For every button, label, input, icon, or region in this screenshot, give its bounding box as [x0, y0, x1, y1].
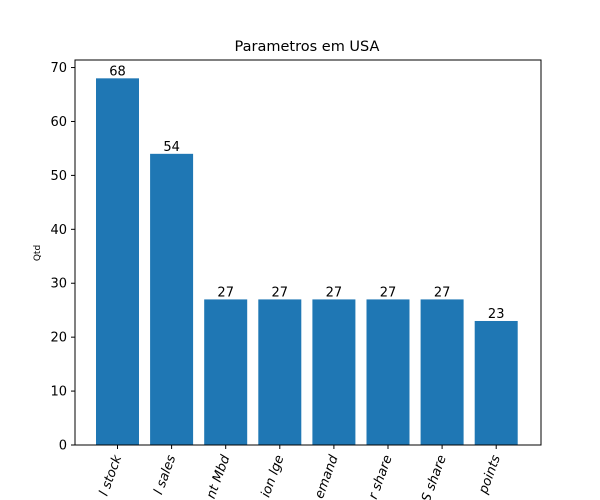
x-axis: l stock l sales nt Mbd ion lge emand r share S…: [97, 445, 504, 500]
data-labels-group: 68 54 27 27 27 27 27 23: [109, 64, 504, 322]
x-tick-label-5: emand: [312, 453, 342, 500]
x-tick-label-6: r share: [366, 453, 396, 500]
y-tick-label-0: 0: [59, 439, 67, 454]
bar-4: [258, 299, 302, 445]
data-label-6: 27: [380, 285, 397, 300]
plot-frame: [74, 59, 542, 446]
data-label-4: 27: [272, 285, 289, 300]
y-tick-label-10: 10: [50, 385, 67, 400]
y-axis: 0 10 20 30 40 50 60 70: [50, 61, 75, 454]
y-tick-label-20: 20: [50, 331, 67, 346]
data-label-2: 54: [163, 140, 180, 155]
x-tick-label-1: l stock: [97, 453, 126, 498]
y-axis-label: Qtd: [33, 245, 43, 261]
bar-3: [204, 299, 248, 445]
x-tick-label-4: ion lge: [258, 453, 287, 499]
bar-8: [474, 320, 518, 445]
bar-1: [96, 78, 139, 445]
y-tick-label-50: 50: [50, 169, 67, 184]
y-tick-label-60: 60: [50, 115, 67, 130]
x-tick-label-7: S share: [419, 453, 450, 500]
y-tick-label-30: 30: [50, 277, 67, 292]
bar-7: [420, 299, 464, 445]
data-label-3: 27: [217, 285, 234, 300]
data-label-8: 23: [488, 307, 505, 322]
data-label-5: 27: [326, 285, 343, 300]
data-label-7: 27: [434, 285, 451, 300]
y-tick-label-40: 40: [50, 223, 67, 238]
bar-6: [366, 299, 410, 445]
x-tick-label-3: nt Mbd: [204, 453, 234, 500]
chart-title: Parametros em USA: [235, 39, 380, 55]
bar-2: [150, 153, 194, 445]
x-tick-label-8: points: [476, 453, 504, 497]
x-tick-label-2: l sales: [151, 453, 179, 497]
bar-5: [312, 299, 356, 445]
y-tick-label-70: 70: [50, 61, 67, 76]
bars-group: [96, 78, 518, 445]
data-label-1: 68: [109, 64, 126, 79]
